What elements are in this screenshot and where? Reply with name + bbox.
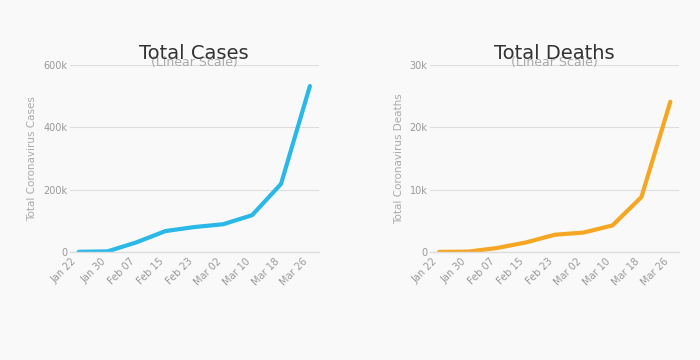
Text: (Linear Scale): (Linear Scale): [511, 57, 598, 69]
Y-axis label: Total Coronavirus Cases: Total Coronavirus Cases: [27, 96, 38, 221]
Title: Total Cases: Total Cases: [139, 44, 249, 63]
Legend: Cases: Cases: [156, 356, 232, 360]
Legend: Deaths: Deaths: [513, 356, 596, 360]
Y-axis label: Total Coronavirus Deaths: Total Coronavirus Deaths: [394, 93, 404, 224]
Title: Total Deaths: Total Deaths: [494, 44, 615, 63]
Text: (Linear Scale): (Linear Scale): [151, 57, 238, 69]
